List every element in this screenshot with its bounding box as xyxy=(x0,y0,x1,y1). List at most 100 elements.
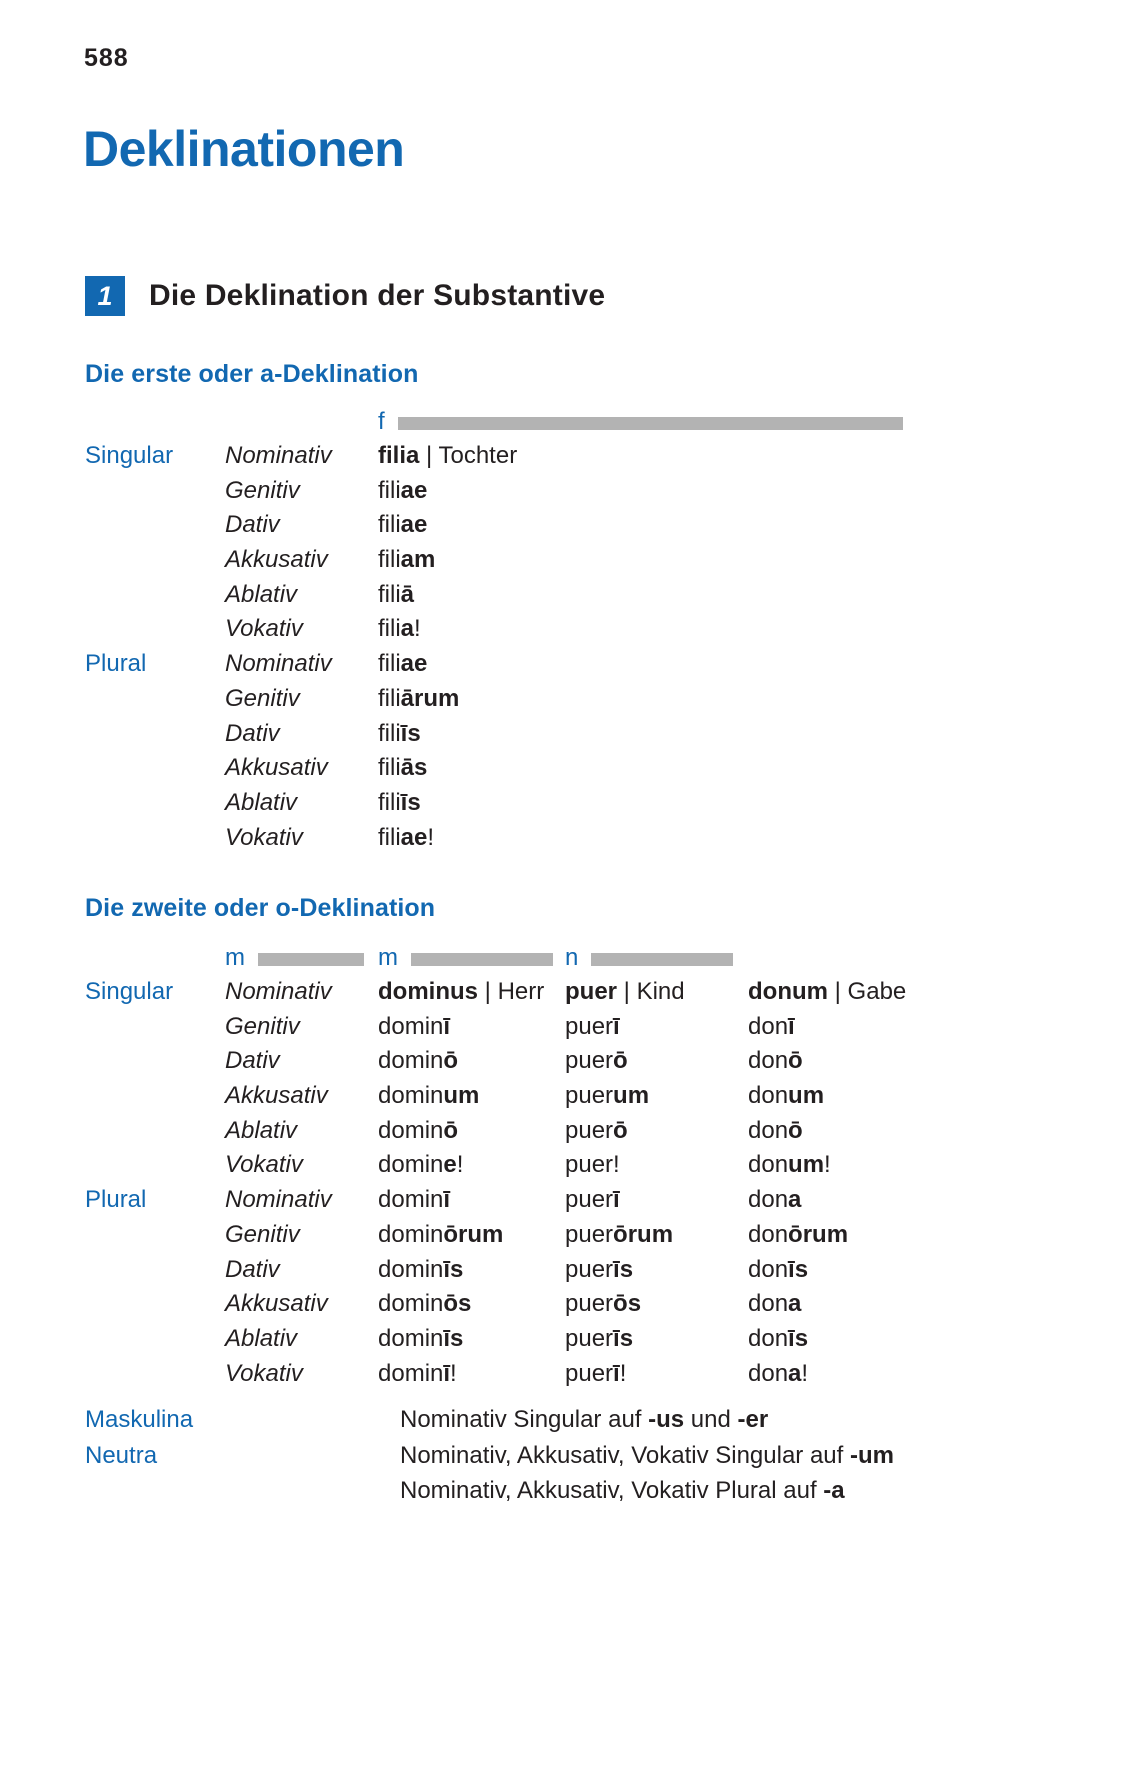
form-segment: ā xyxy=(400,580,415,608)
form-segment: ō xyxy=(613,1116,628,1144)
form-cell: dona! xyxy=(748,1357,1049,1392)
case-label: Akkusativ xyxy=(225,754,328,782)
form-segment: fili xyxy=(378,754,401,782)
note-segment: Nominativ, Akkusativ, Vokativ Singular a… xyxy=(400,1441,850,1469)
form-segment: fili xyxy=(378,788,401,816)
note-segment: Nominativ Singular auf xyxy=(400,1406,649,1433)
declension-row: Ablativ dominīs puerīs donīs xyxy=(85,1322,1049,1357)
form-segment: ! xyxy=(619,1359,627,1387)
form-segment: īs xyxy=(443,1255,464,1283)
number-label xyxy=(85,1044,225,1079)
form-segment: | Kind xyxy=(617,978,685,1005)
number-label xyxy=(85,717,225,752)
form-segment: puer xyxy=(565,1255,614,1283)
form-segment: ! xyxy=(456,1151,464,1179)
number-label: Plural xyxy=(85,1186,147,1214)
form-segment: don xyxy=(748,1186,789,1214)
form-segment: ī xyxy=(788,1012,795,1040)
declension-row: Akkusativ filiās xyxy=(85,751,1049,786)
case-label: Ablativ xyxy=(225,1324,298,1352)
form-segment: ī xyxy=(443,1186,451,1214)
form-segment: don xyxy=(748,1290,789,1318)
form-segment: puer xyxy=(565,1116,614,1144)
number-label xyxy=(85,821,225,856)
form-segment: domin xyxy=(378,1290,444,1318)
case-label: Vokativ xyxy=(225,1359,303,1387)
form-cell: filiās xyxy=(378,751,1049,786)
declension-row: Dativ dominīs puerīs donīs xyxy=(85,1253,1049,1288)
form-segment: domin xyxy=(378,1324,444,1352)
form-cell: filiae xyxy=(378,474,1049,509)
form-segment: um xyxy=(788,1082,825,1110)
gender-header-row: f xyxy=(85,404,1049,439)
form-segment: īs xyxy=(400,788,421,816)
gender-header-cell: f xyxy=(378,404,1049,439)
form-cell: dominō xyxy=(378,1114,565,1149)
form-cell: puerō xyxy=(565,1044,748,1079)
case-label: Nominativ xyxy=(225,650,332,678)
form-segment: ae xyxy=(400,511,428,539)
declension-row: Dativ dominō puerō donō xyxy=(85,1044,1049,1079)
form-segment: don xyxy=(748,1082,789,1110)
declension-row: Ablativ filiā xyxy=(85,578,1049,613)
gender-label-m: m xyxy=(378,944,398,971)
form-segment: don xyxy=(748,1047,789,1075)
form-segment: ōrum xyxy=(443,1220,504,1248)
form-segment: | Gabe xyxy=(827,978,907,1005)
gender-bar xyxy=(411,952,553,966)
form-cell: filiīs xyxy=(378,717,1049,752)
form-segment: domin xyxy=(378,1012,444,1040)
case-label: Nominativ xyxy=(225,1186,332,1214)
form-segment: um xyxy=(443,1082,480,1110)
page-number: 588 xyxy=(84,44,129,72)
form-cell: dominō xyxy=(378,1044,565,1079)
form-segment: domin xyxy=(378,1186,444,1214)
form-segment: ae xyxy=(400,823,428,851)
declension-row: Ablativ filiīs xyxy=(85,786,1049,821)
note-label xyxy=(85,1473,400,1509)
case-label: Dativ xyxy=(225,1047,280,1075)
declension-row: Singular Nominativ dominus | Herr puer | Ki… xyxy=(85,975,1049,1010)
note-label: Maskulina xyxy=(85,1406,194,1433)
form-cell: donōrum xyxy=(748,1218,1049,1253)
number-label xyxy=(85,751,225,786)
case-label: Dativ xyxy=(225,719,280,747)
form-segment: a xyxy=(788,1359,802,1387)
section-header: 1 Die Deklination der Substantive xyxy=(85,276,605,316)
form-segment: ī xyxy=(613,1359,620,1387)
form-cell: filiārum xyxy=(378,682,1049,717)
form-segment: puer xyxy=(565,1220,614,1248)
note-row: Nominativ, Akkusativ, Vokativ Plural auf… xyxy=(85,1473,1085,1509)
note-segment: -a xyxy=(823,1477,845,1505)
form-cell: filiīs xyxy=(378,786,1049,821)
form-segment: domin xyxy=(378,1151,444,1179)
gender-label-n: n xyxy=(565,944,579,971)
declension-row: Genitiv filiae xyxy=(85,474,1049,509)
form-cell: dominī xyxy=(378,1010,565,1045)
form-segment: a xyxy=(788,1290,802,1318)
declension-row: Akkusativ dominum puerum donum xyxy=(85,1079,1049,1114)
case-label: Genitiv xyxy=(225,684,300,712)
form-segment: don xyxy=(748,1151,789,1179)
case-label: Ablativ xyxy=(225,580,298,608)
form-cell: puerīs xyxy=(565,1253,748,1288)
declension-row: Akkusativ dominōs puerōs dona xyxy=(85,1287,1049,1322)
declension-row: Plural Nominativ dominī puerī dona xyxy=(85,1183,1049,1218)
form-segment: īs xyxy=(613,1255,634,1283)
note-text: Nominativ, Akkusativ, Vokativ Singular a… xyxy=(400,1438,1085,1474)
form-cell: filiam xyxy=(378,543,1049,578)
form-segment: don xyxy=(748,1220,789,1248)
declension-row: Plural Nominativ filiae xyxy=(85,647,1049,682)
gender-header-cell: n xyxy=(565,940,748,975)
note-segment: -er xyxy=(737,1406,769,1433)
form-segment: puer xyxy=(565,1186,614,1214)
form-cell: dona xyxy=(748,1183,1049,1218)
form-segment: don xyxy=(748,1012,789,1040)
form-segment: domin xyxy=(378,1082,444,1110)
form-cell: filiae xyxy=(378,508,1049,543)
form-segment: īs xyxy=(788,1324,809,1352)
form-segment: fili xyxy=(378,650,401,678)
form-cell: dominōs xyxy=(378,1287,565,1322)
number-label xyxy=(85,612,225,647)
form-segment: ae xyxy=(400,650,428,678)
